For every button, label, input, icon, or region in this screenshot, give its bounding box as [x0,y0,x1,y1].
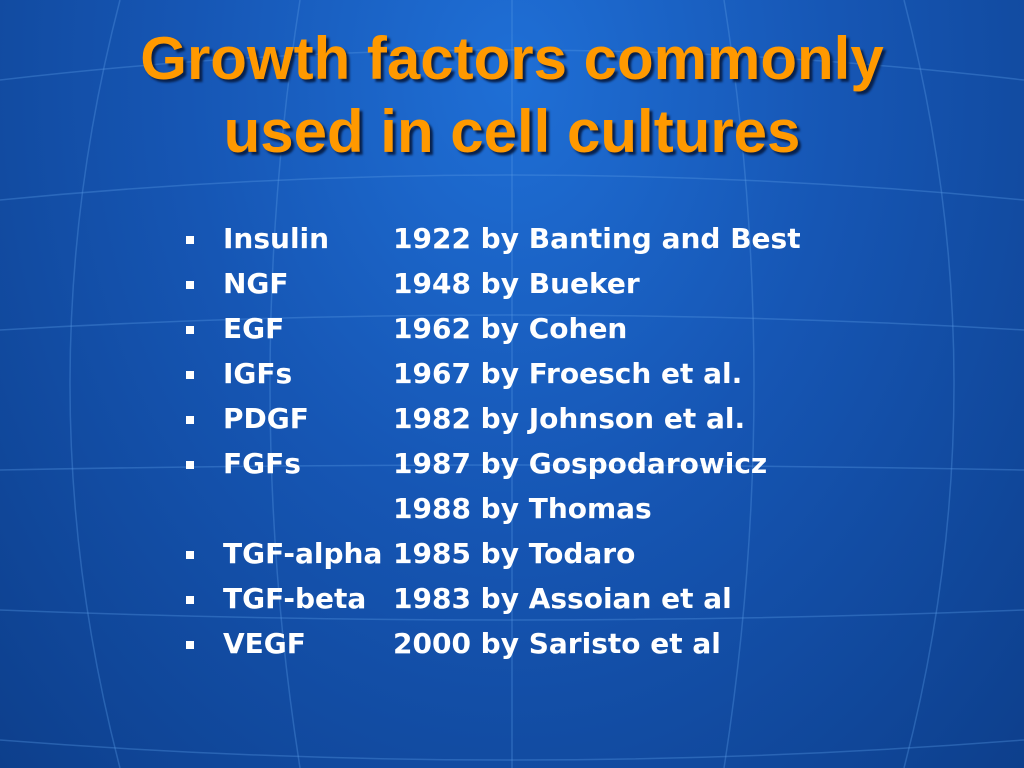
bullet [186,641,194,649]
bullet [186,596,194,604]
bullet [186,236,194,244]
factor-name: TGF-alpha [223,537,383,570]
discovery: 1948 by Bueker [393,267,640,300]
bullet [186,371,194,379]
list-item: TGF-alpha 1985 by Todaro [186,531,801,576]
bullet [186,326,194,334]
factor-name: EGF [223,312,285,345]
list-item: PDGF 1982 by Johnson et al. [186,396,801,441]
slide-title: Growth factors commonly used in cell cul… [0,22,1024,168]
list-item: TGF-beta 1983 by Assoian et al [186,576,801,621]
list-item: 1988 by Thomas [186,486,801,531]
list-item: Insulin 1922 by Banting and Best [186,216,801,261]
discovery: 1982 by Johnson et al. [393,402,746,435]
bullet [186,416,194,424]
list-item: EGF 1962 by Cohen [186,306,801,351]
discovery: 1983 by Assoian et al [393,582,732,615]
bullet [186,551,194,559]
list-item: NGF 1948 by Bueker [186,261,801,306]
discovery: 1962 by Cohen [393,312,628,345]
list-item: IGFs 1967 by Froesch et al. [186,351,801,396]
factor-name: NGF [223,267,289,300]
factor-name: TGF-beta [223,582,367,615]
discovery: 1985 by Todaro [393,537,636,570]
bullet [186,461,194,469]
discovery: 1987 by Gospodarowicz [393,447,768,480]
discovery: 1922 by Banting and Best [393,222,801,255]
discovery: 1988 by Thomas [393,492,652,525]
bullet [186,281,194,289]
factor-name: Insulin [223,222,330,255]
factor-name: FGFs [223,447,301,480]
title-line: used in cell cultures [223,98,801,165]
list-item: FGFs 1987 by Gospodarowicz [186,441,801,486]
factor-name: IGFs [223,357,293,390]
title-line: Growth factors commonly [140,25,884,92]
factor-name: PDGF [223,402,309,435]
factor-name: VEGF [223,627,306,660]
bullet-list: Insulin 1922 by Banting and Best NGF 1948 b… [186,216,801,666]
discovery: 2000 by Saristo et al [393,627,721,660]
discovery: 1967 by Froesch et al. [393,357,743,390]
list-item: VEGF 2000 by Saristo et al [186,621,801,666]
